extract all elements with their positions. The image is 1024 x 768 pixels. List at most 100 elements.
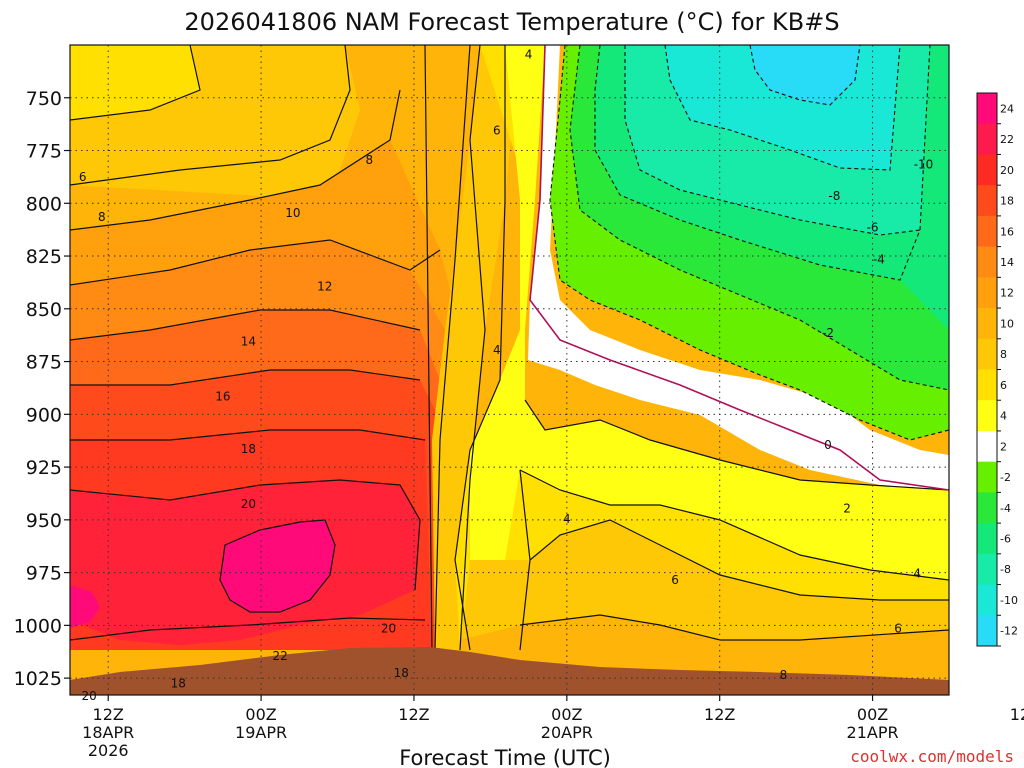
contour-label: -4 [873, 252, 885, 266]
colorbar-swatch [977, 615, 997, 647]
contour-label: 4 [563, 512, 571, 526]
contour-label: 8 [366, 153, 374, 167]
colorbar-label: -8 [1000, 563, 1011, 576]
colorbar-swatch [977, 185, 997, 217]
y-tick-label: 975 [26, 563, 62, 585]
colorbar-swatch [977, 123, 997, 155]
plot-frame [69, 44, 950, 696]
y-tick-label: 850 [26, 299, 62, 321]
x-tick-label: 12Z [704, 705, 735, 724]
x-tick-label: 00Z [857, 705, 888, 724]
contour-label: 18 [241, 442, 256, 456]
colorbar-label: 12 [1000, 287, 1014, 300]
contour-label: 4 [913, 567, 921, 581]
colorbar-label: -2 [1000, 471, 1011, 484]
lower-band-8 [460, 615, 949, 660]
y-axis: 750 775 800 825 850 875 900 925 950 975 1000 1025 [14, 88, 70, 690]
band-0-2-white [528, 45, 949, 490]
colorbar-label: 2 [1000, 440, 1007, 453]
y-tick-label: 900 [26, 404, 62, 426]
contour-label: -8 [828, 189, 840, 203]
band-below-minus12 [750, 45, 860, 105]
grid-lines [70, 45, 949, 695]
colorbar-label: 16 [1000, 225, 1014, 238]
y-tick-label: 950 [26, 510, 62, 532]
x-tick-label: 19APR [235, 723, 287, 742]
x-tick-label: 12Z [398, 705, 429, 724]
x-tick-label: 20APR [541, 723, 593, 742]
contour-label: 10 [285, 206, 300, 220]
x-tick-label: 2026 [88, 741, 129, 760]
y-tick-label: 775 [26, 141, 62, 163]
colorbar-label: -12 [1000, 625, 1018, 638]
plot-area [70, 45, 949, 695]
colorbar-label: -6 [1000, 532, 1011, 545]
y-tick-label: 825 [26, 246, 62, 268]
credit-text: coolwx.com/models [850, 747, 1014, 766]
y-tick-label: 875 [26, 352, 62, 374]
colorbar-swatch [977, 492, 997, 524]
colorbar-swatch [977, 523, 997, 555]
colorbar-label: -10 [1000, 594, 1018, 607]
contour-label: 4 [493, 343, 501, 357]
contour-label: 14 [241, 335, 256, 349]
terrain [70, 647, 949, 695]
colorbar-swatch [977, 338, 997, 370]
band-22-24-west [70, 585, 100, 628]
y-tick-label: 925 [26, 457, 62, 479]
x-tick-label: 12Z [93, 705, 124, 724]
y-tick-label: 1000 [14, 615, 62, 637]
contour-label: 16 [215, 389, 230, 403]
contour-lines [70, 45, 949, 651]
colorbar-swatch [977, 93, 997, 125]
chart-title: 2026041806 NAM Forecast Temperature (°C)… [184, 8, 839, 36]
contour-label: 6 [79, 170, 87, 184]
contour-label: 18 [394, 666, 409, 680]
contour-label: -10 [914, 157, 934, 171]
colorbar-swatch [977, 553, 997, 586]
band-22-24-core [220, 520, 335, 612]
contour-label: -6 [867, 221, 879, 235]
contour-label: 4 [525, 48, 533, 62]
contour-label: 20 [81, 689, 96, 703]
contour-label: 8 [780, 668, 788, 682]
freezing-line [529, 45, 949, 491]
colorbar-label: 20 [1000, 164, 1014, 177]
contour-label: 22 [273, 649, 288, 663]
colorbar-swatch [977, 154, 997, 186]
contour-label: 6 [493, 124, 501, 138]
colorbar-label: 18 [1000, 195, 1014, 208]
colorbar-swatch [977, 400, 997, 432]
contour-label: 18 [171, 676, 186, 690]
x-axis-label: Forecast Time (UTC) [399, 746, 611, 768]
front-band-2 [470, 45, 949, 580]
contour-label: -2 [822, 326, 834, 340]
colorbar-label: -4 [1000, 502, 1011, 515]
colorbar: 24 22 20 18 16 14 12 10 8 6 4 2 -2 -4 -6 -8 -10 -12 [976, 92, 1018, 647]
y-tick-label: 750 [26, 88, 62, 110]
y-tick-label: 800 [26, 193, 62, 215]
colorbar-swatch [977, 584, 997, 616]
colorbar-swatch [977, 277, 997, 309]
contour-label: 20 [241, 497, 256, 511]
x-tick-label: 00Z [551, 705, 582, 724]
contour-label: 8 [98, 210, 106, 224]
colorbar-swatch [977, 215, 997, 248]
x-tick-label: 12Z [1010, 705, 1024, 724]
colorbar-label: 14 [1000, 256, 1014, 269]
contour-label: 6 [671, 573, 679, 587]
contour-label-group: 46688101214161820202218182044686420-2-4-… [79, 48, 934, 704]
colorbar-swatch [977, 430, 997, 463]
contour-label: 12 [317, 280, 332, 294]
colorbar-swatch [977, 246, 997, 278]
contour-label: 0 [824, 438, 832, 452]
front-band-6 [345, 45, 520, 650]
colorbar-label: 8 [1000, 348, 1007, 361]
colorbar-label: 10 [1000, 317, 1014, 330]
colorbar-label: 4 [1000, 410, 1007, 423]
contour-label: 20 [381, 622, 396, 636]
colorbar-swatch [977, 461, 997, 493]
x-tick-label: 18APR [82, 723, 134, 742]
dashed-contours [549, 45, 949, 441]
